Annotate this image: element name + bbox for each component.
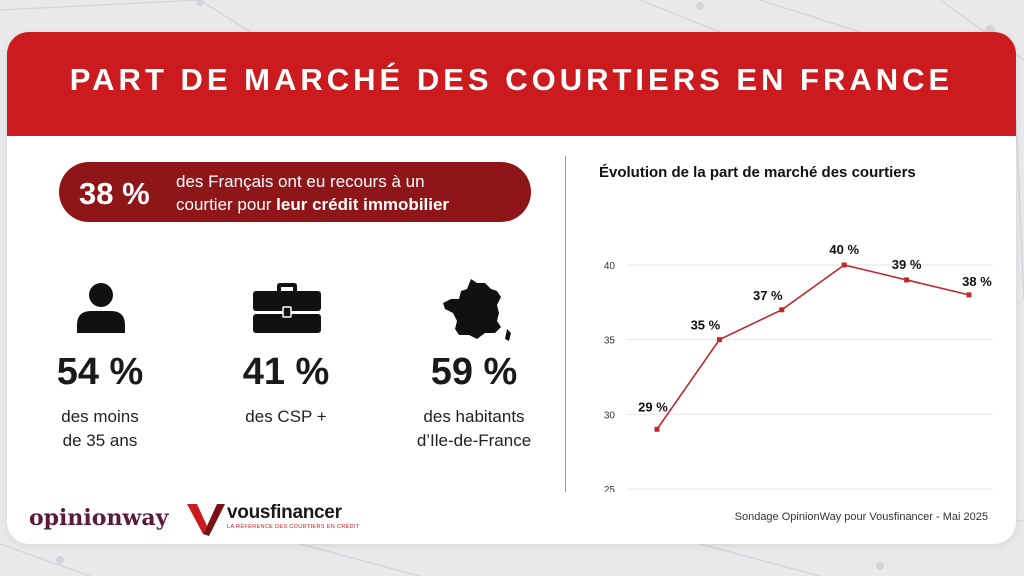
data-label: 40 % — [829, 242, 859, 257]
opinionway-logo: opinionway — [29, 505, 169, 531]
briefcase-icon — [253, 283, 321, 333]
vousfinancer-name: vousfinancer — [227, 502, 342, 523]
chart-gridlines — [627, 264, 993, 490]
vertical-divider — [565, 156, 566, 492]
data-point — [779, 307, 785, 313]
stat-value: 54 % — [56, 351, 144, 393]
data-label: 39 % — [892, 257, 922, 272]
y-tick-label: 40 — [604, 261, 616, 272]
stat-label-line1: des moins — [61, 407, 139, 426]
stat-value: 59 % — [430, 351, 518, 393]
highlight-text-line1: des Français ont eu recours à un — [176, 172, 425, 191]
chart-y-ticks: 25 30 35 40 — [604, 261, 616, 492]
vousfinancer-logo: vousfinancer LA RÉFÉRENCE DES COURTIERS … — [187, 500, 360, 536]
stat-csp: 41 % des CSP + — [201, 277, 371, 457]
highlight-text-bold: leur crédit immobilier — [276, 195, 450, 214]
stat-label-line2: de 35 ans — [62, 431, 138, 450]
highlight-value: 38 % — [79, 176, 150, 211]
stat-label: des habitants d’Ile-de-France — [389, 405, 559, 453]
chart-data-labels: 29 % 35 % 37 % 40 % 39 % 38 % — [638, 242, 992, 414]
chart-title: Évolution de la part de marché des court… — [599, 164, 916, 181]
vousfinancer-tagline: LA RÉFÉRENCE DES COURTIERS EN CRÉDIT — [227, 524, 360, 530]
stat-label: des moins de 35 ans — [15, 405, 185, 453]
stat-label-line1: des habitants — [423, 407, 525, 426]
data-label: 35 % — [691, 318, 721, 333]
highlight-pill: 38 % des Français ont eu recours à un co… — [59, 162, 531, 222]
highlight-text-line2: courtier pour leur crédit immobilier — [176, 193, 449, 216]
chart-points — [654, 262, 972, 432]
data-point — [654, 426, 660, 432]
stat-label-line1: des CSP + — [245, 407, 327, 426]
data-point — [966, 292, 972, 298]
y-tick-label: 35 — [604, 336, 616, 347]
data-label: 29 % — [638, 399, 668, 414]
stat-value: 41 % — [242, 351, 330, 393]
stat-label-line2: d’Ile-de-France — [416, 431, 532, 450]
highlight-text-prefix: courtier pour — [176, 195, 277, 214]
stat-ile-de-france: 59 % des habitants d’Ile-de-France — [389, 277, 559, 457]
page-title: PART DE MARCHÉ DES COURTIERS EN FRANCE — [69, 62, 954, 97]
data-point — [716, 337, 722, 343]
infographic-card: PART DE MARCHÉ DES COURTIERS EN FRANCE 3… — [7, 32, 1016, 544]
data-label: 37 % — [753, 288, 783, 303]
stat-under-35: 54 % des moins de 35 ans — [15, 277, 185, 457]
stat-label: des CSP + — [201, 405, 371, 429]
y-tick-label: 25 — [604, 485, 616, 492]
highlight-text: des Français ont eu recours à un courtie… — [176, 170, 449, 216]
series-line — [656, 264, 970, 430]
source-note: Sondage OpinionWay pour Vousfinancer - M… — [734, 511, 988, 523]
vousfinancer-v-icon — [187, 504, 225, 536]
france-map-icon — [443, 279, 511, 341]
data-point — [841, 262, 847, 268]
y-tick-label: 30 — [604, 410, 616, 421]
data-label: 38 % — [962, 274, 992, 289]
person-icon — [77, 283, 125, 333]
data-point — [904, 277, 910, 283]
header-banner: PART DE MARCHÉ DES COURTIERS EN FRANCE — [7, 32, 1016, 136]
